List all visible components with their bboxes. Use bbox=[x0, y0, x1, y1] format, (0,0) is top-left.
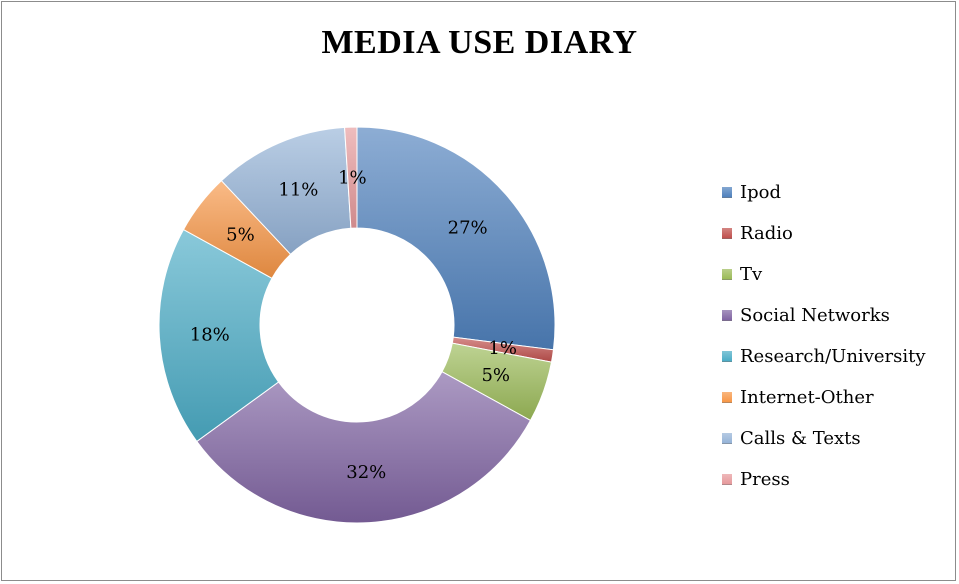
data-label-radio: 1% bbox=[488, 338, 517, 359]
legend-swatch bbox=[722, 392, 732, 403]
legend-swatch bbox=[722, 187, 732, 198]
slice-press bbox=[344, 126, 358, 229]
chart-title: MEDIA USE DIARY bbox=[321, 24, 638, 61]
legend-swatch bbox=[722, 433, 732, 444]
data-label-ipod: 27% bbox=[448, 217, 488, 238]
data-label-internet-other: 5% bbox=[226, 225, 255, 246]
legend-swatch bbox=[722, 269, 732, 280]
legend-label: Internet-Other bbox=[740, 387, 874, 408]
legend-label: Tv bbox=[740, 264, 763, 285]
legend-label: Research/University bbox=[740, 346, 926, 367]
data-label-social-networks: 32% bbox=[346, 462, 386, 483]
data-label-tv: 5% bbox=[481, 365, 510, 386]
chart-legend: Ipod Radio Tv Social Networks Research/Unive… bbox=[722, 172, 926, 500]
data-label-press: 1% bbox=[338, 168, 367, 189]
legend-item-social-networks: Social Networks bbox=[722, 295, 926, 336]
legend-item-radio: Radio bbox=[722, 213, 926, 254]
legend-swatch bbox=[722, 351, 732, 362]
legend-item-research-university: Research/University bbox=[722, 336, 926, 377]
legend-item-tv: Tv bbox=[722, 254, 926, 295]
legend-label: Press bbox=[740, 469, 790, 490]
data-label-calls-texts: 11% bbox=[278, 180, 318, 201]
legend-label: Ipod bbox=[740, 182, 781, 203]
legend-swatch bbox=[722, 228, 732, 239]
legend-label: Calls & Texts bbox=[740, 428, 861, 449]
slice-social-networks bbox=[196, 371, 532, 524]
slice-research-university bbox=[158, 228, 280, 443]
legend-swatch bbox=[722, 474, 732, 485]
data-label-research-university: 18% bbox=[190, 324, 230, 345]
legend-item-press: Press bbox=[722, 459, 926, 500]
legend-item-calls-texts: Calls & Texts bbox=[722, 418, 926, 459]
legend-label: Radio bbox=[740, 223, 793, 244]
legend-label: Social Networks bbox=[740, 305, 890, 326]
legend-item-internet-other: Internet-Other bbox=[722, 377, 926, 418]
slice-ipod bbox=[356, 126, 556, 351]
legend-item-ipod: Ipod bbox=[722, 172, 926, 213]
legend-swatch bbox=[722, 310, 732, 321]
